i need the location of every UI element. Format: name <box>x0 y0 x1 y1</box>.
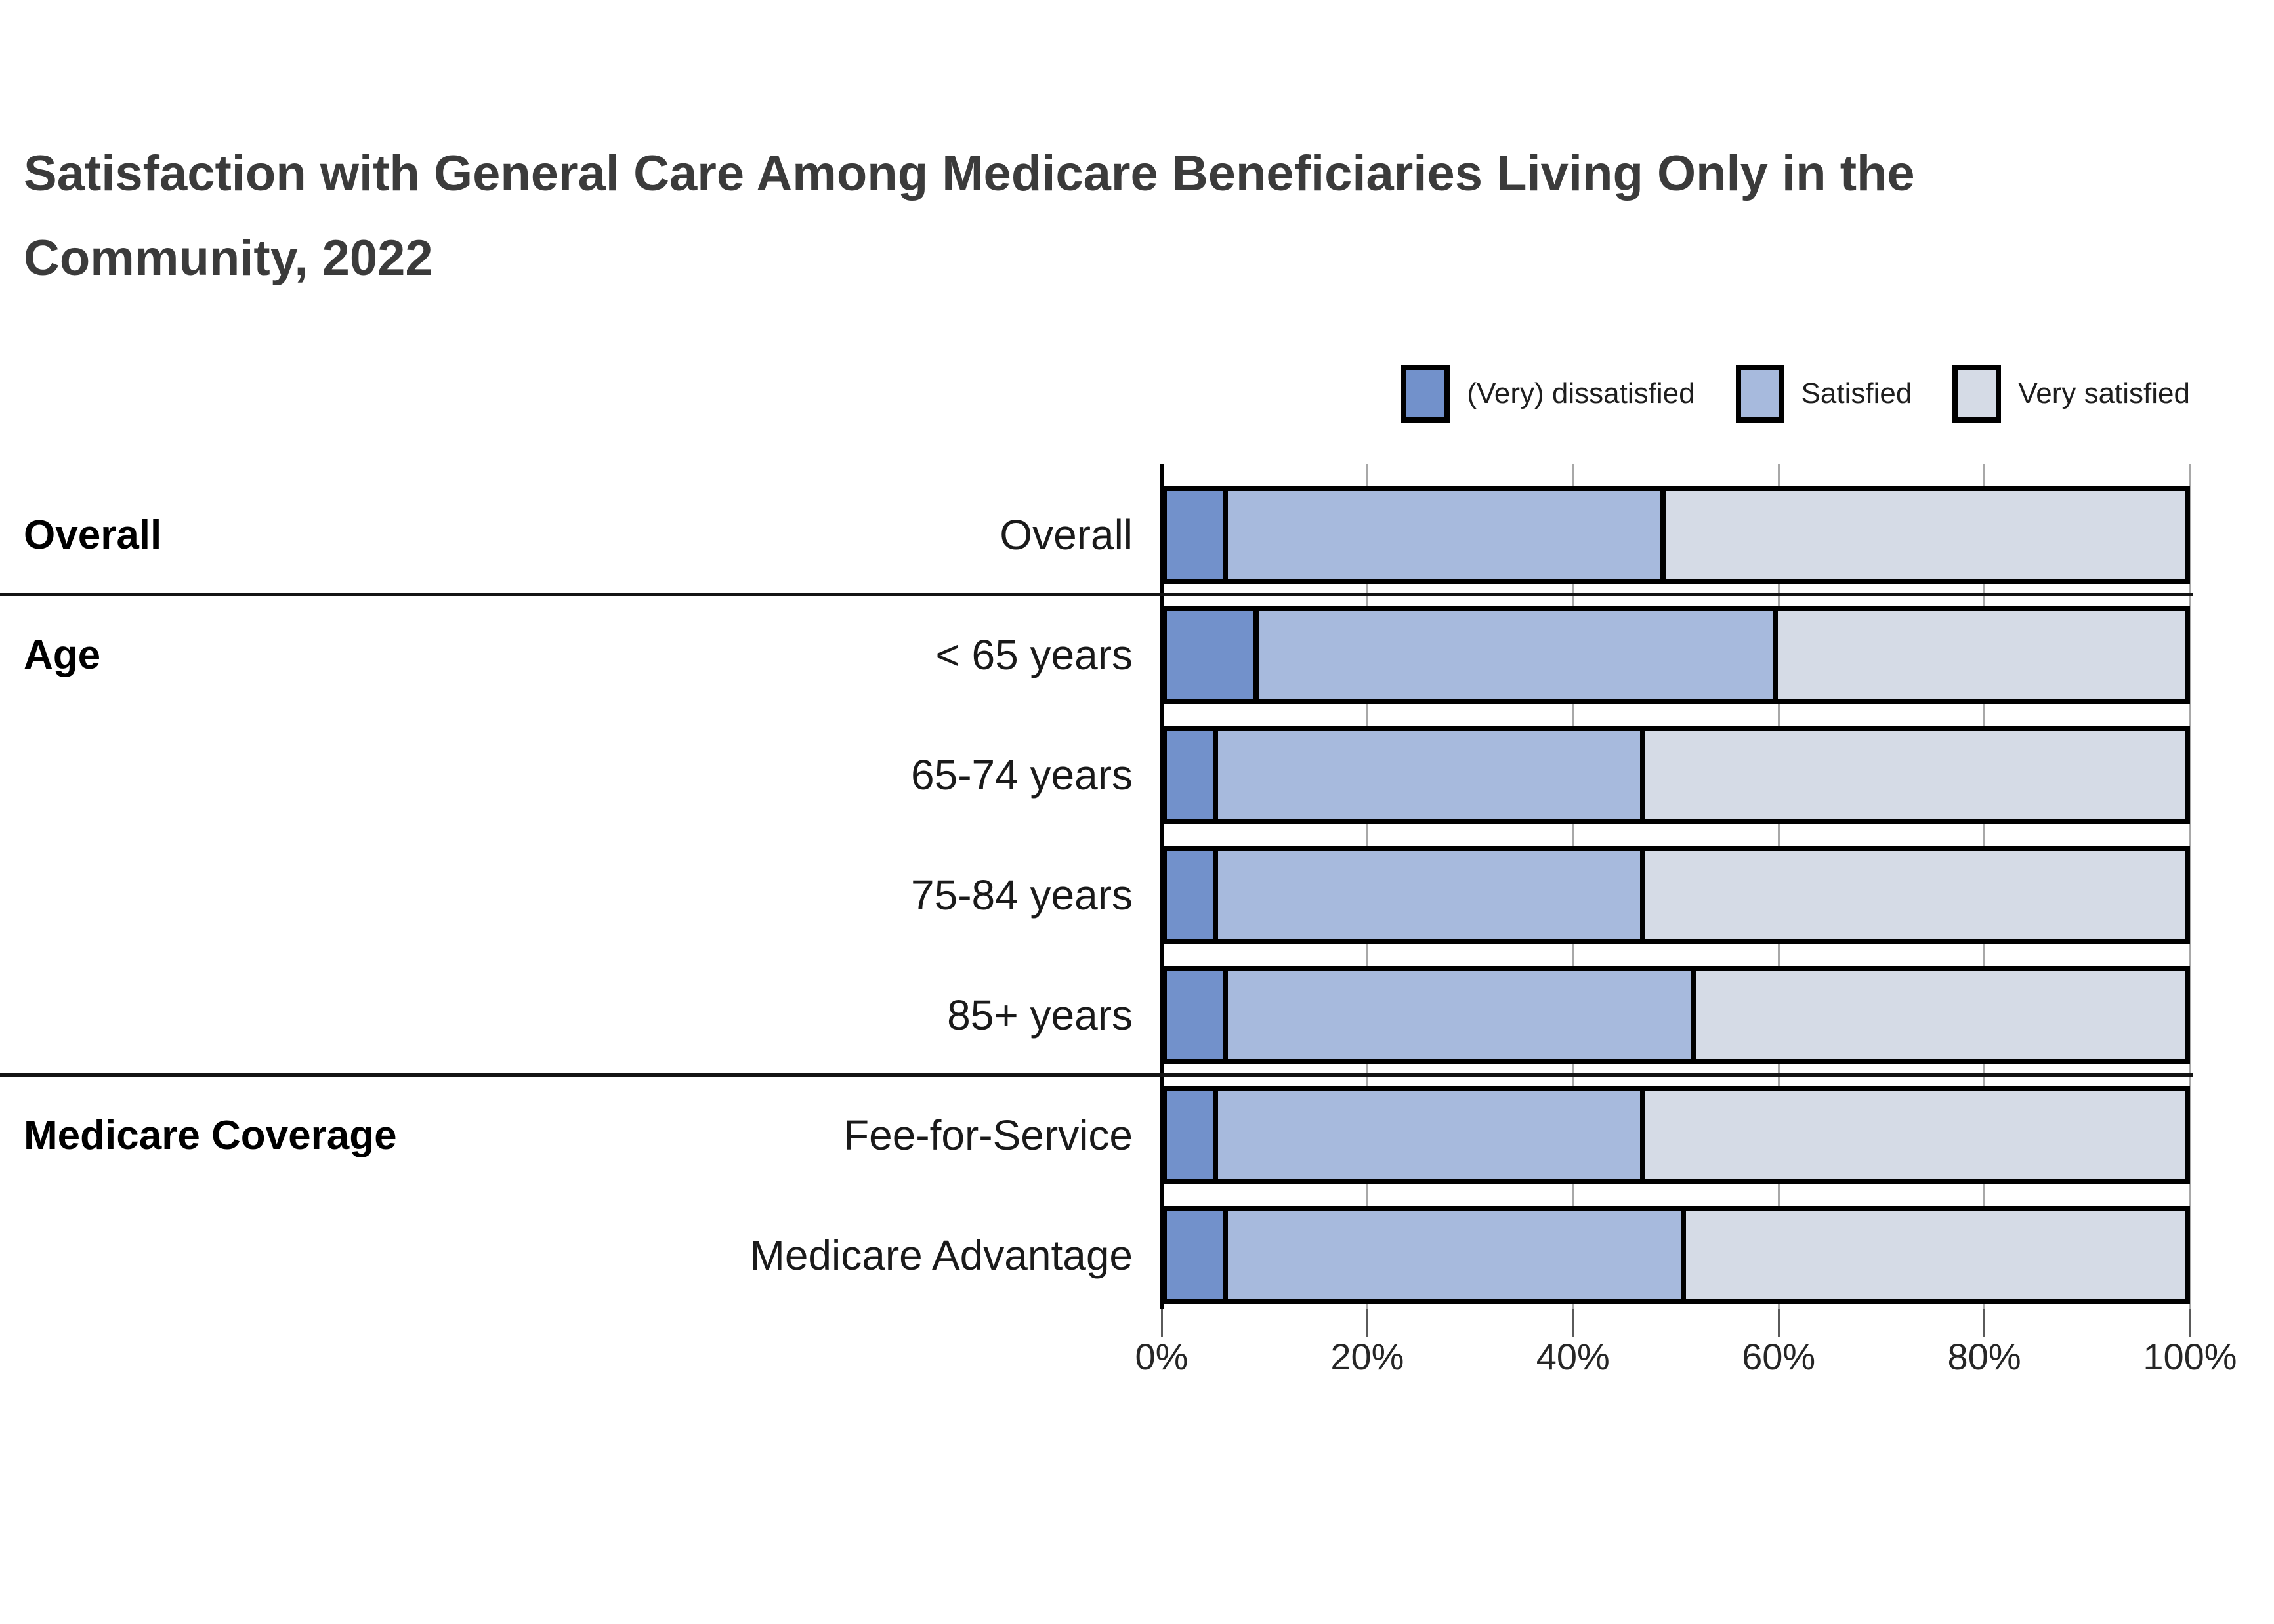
x-axis-tick <box>1572 1309 1574 1337</box>
bar-segment <box>1645 851 2185 939</box>
x-axis-tick <box>2189 1309 2191 1337</box>
legend-label: Very satisfied <box>2018 377 2190 409</box>
legend-swatch <box>1401 365 1450 423</box>
legend-item: Satisfied <box>1735 365 1912 423</box>
bar-segment <box>1167 851 1218 939</box>
row-label: 75-84 years <box>911 871 1133 919</box>
bar-segment <box>1167 611 1259 699</box>
bar-segment <box>1217 731 1645 819</box>
bar <box>1162 486 2190 584</box>
bar-segment <box>1777 611 2185 699</box>
bar-segment <box>1696 971 2185 1059</box>
row-label: Medicare Advantage <box>749 1232 1133 1279</box>
bar-segment <box>1228 491 1666 579</box>
bar-segment <box>1167 731 1218 819</box>
bar-segment <box>1645 1091 2185 1179</box>
bar-segment <box>1217 851 1645 939</box>
chart-title-line1: Satisfaction with General Care Among Med… <box>24 146 1915 201</box>
chart-title: Satisfaction with General Care Among Med… <box>24 131 2255 301</box>
legend: (Very) dissatisfied Satisfied Very satisfi… <box>1401 365 2190 423</box>
bar <box>1162 1086 2190 1184</box>
bar-segment <box>1258 611 1778 699</box>
legend-swatch <box>1952 365 2002 423</box>
row-label: Overall <box>1000 511 1133 558</box>
bar-segment <box>1645 731 2185 819</box>
bar-segment <box>1167 491 1229 579</box>
x-axis-tick <box>1160 1309 1163 1337</box>
bar <box>1162 1206 2190 1304</box>
chart-title-line2: Community, 2022 <box>24 230 433 287</box>
legend-label: (Very) dissatisfied <box>1467 377 1695 409</box>
bar <box>1162 726 2190 824</box>
row-label: 65-74 years <box>911 751 1133 799</box>
group-label: Age <box>24 632 101 678</box>
x-axis-tick-label: 100% <box>2143 1336 2237 1377</box>
row-label: < 65 years <box>935 631 1133 678</box>
bar-segment <box>1217 1091 1645 1179</box>
x-axis-tick <box>1366 1309 1368 1337</box>
bar <box>1162 966 2190 1064</box>
legend-item: (Very) dissatisfied <box>1401 365 1695 423</box>
group-separator <box>0 1073 2193 1077</box>
x-axis-tick <box>1983 1309 1986 1337</box>
group-label: Medicare Coverage <box>24 1112 397 1158</box>
x-axis-tick-label: 0% <box>1135 1336 1189 1377</box>
bar-segment <box>1685 1211 2185 1299</box>
bar-segment <box>1228 971 1696 1059</box>
bar-segment <box>1228 1211 1686 1299</box>
x-axis-gridline <box>2189 464 2191 1309</box>
bar-segment <box>1167 971 1229 1059</box>
bar-segment <box>1665 491 2185 579</box>
bar <box>1162 606 2190 704</box>
row-label: 85+ years <box>947 991 1133 1039</box>
x-axis-tick-label: 20% <box>1330 1336 1404 1377</box>
group-label: Overall <box>24 512 162 558</box>
x-axis-tick-label: 80% <box>1947 1336 2021 1377</box>
group-separator <box>0 593 2193 596</box>
x-axis-tick-label: 40% <box>1536 1336 1610 1377</box>
legend-label: Satisfied <box>1801 377 1912 409</box>
bar <box>1162 846 2190 944</box>
x-axis-tick-label: 60% <box>1742 1336 1816 1377</box>
legend-swatch <box>1735 365 1784 423</box>
bar-segment <box>1167 1211 1229 1299</box>
row-label: Fee-for-Service <box>843 1112 1133 1159</box>
x-axis-tick <box>1777 1309 1780 1337</box>
legend-item: Very satisfied <box>1952 365 2190 423</box>
bar-segment <box>1167 1091 1218 1179</box>
